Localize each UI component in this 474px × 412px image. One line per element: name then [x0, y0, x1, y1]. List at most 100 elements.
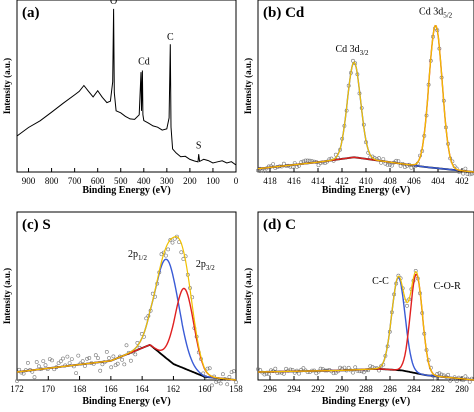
raw-data-point	[65, 354, 70, 359]
fit-peak-1	[16, 258, 237, 381]
x-tick-label: 284	[407, 384, 421, 394]
x-tick-label: 288	[359, 384, 373, 394]
raw-data-point	[284, 366, 289, 371]
raw-data-point	[305, 158, 310, 163]
raw-data-point	[133, 352, 138, 357]
raw-data-point	[405, 303, 409, 308]
raw-data-point	[234, 380, 238, 385]
raw-data-point	[338, 365, 343, 370]
raw-data-point	[318, 366, 323, 371]
raw-data-point	[76, 353, 81, 358]
raw-data-point	[205, 366, 210, 371]
raw-data-point	[104, 349, 109, 354]
panel-b: 418 416 414 412 410 408 406 404 402 Binding Energ…	[243, 0, 474, 196]
raw-data-point	[303, 158, 308, 163]
x-axis-label: Binding Energy (eV)	[322, 396, 410, 407]
raw-data-point	[98, 368, 103, 373]
plot-frame	[16, 211, 237, 381]
panel-title: (b) Cd	[263, 5, 305, 21]
raw-data-point	[446, 372, 451, 377]
raw-data-point	[273, 366, 278, 371]
raw-data-point	[32, 375, 37, 380]
raw-data-point	[262, 169, 267, 173]
x-tick-label: 800	[45, 176, 59, 186]
raw-data-point	[437, 371, 442, 376]
x-tick-label: 166	[104, 384, 118, 394]
panel-c: 172 170 168 166 164 162 160 158 Binding Energy (…	[2, 211, 243, 407]
raw-data-point	[316, 163, 321, 168]
raw-data-point	[170, 240, 175, 245]
x-tick-label: 700	[68, 176, 82, 186]
raw-data-point	[93, 353, 98, 358]
x-tick-label: 100	[206, 176, 220, 186]
raw-data-point	[331, 371, 336, 376]
raw-data-point	[56, 361, 61, 366]
peak-label-c-o-r: C-O-R	[434, 281, 462, 292]
x-tick-label: 160	[198, 384, 212, 394]
raw-data-point	[37, 364, 41, 369]
raw-data-point	[168, 238, 173, 242]
x-tick-label: 170	[42, 384, 56, 394]
x-tick-label: 418	[263, 176, 277, 186]
x-tick-label: 162	[167, 384, 181, 394]
peak-label-2p32: 2p3/2	[196, 259, 215, 272]
envelope-curve	[16, 235, 237, 381]
raw-data-point	[435, 371, 440, 376]
peak-label-cd: Cd	[138, 57, 150, 68]
y-axis-label: Intensity (a.u.)	[243, 268, 253, 324]
peak-label-c-c: C-C	[372, 276, 389, 287]
raw-data-point	[361, 370, 366, 375]
raw-data-point	[163, 253, 168, 258]
raw-data-point	[256, 367, 260, 372]
plot-frame	[257, 0, 474, 173]
x-tick-label: 414	[311, 176, 325, 186]
raw-data-point	[409, 165, 414, 170]
raw-data-point	[218, 381, 223, 386]
raw-data-point	[231, 369, 236, 374]
x-tick-label: 282	[431, 384, 445, 394]
peak-label-cd3d52: Cd 3d5/2	[419, 6, 453, 19]
panel-title: (c) S	[22, 217, 51, 233]
y-axis-label: Intensity (a.u.)	[243, 58, 253, 114]
raw-data-point	[301, 366, 306, 371]
raw-data-point	[396, 159, 401, 164]
x-axis-label: Binding Energy (eV)	[82, 396, 170, 407]
panel-title: (d) C	[263, 217, 296, 233]
raw-data-point	[207, 366, 212, 371]
fit-peak-2	[16, 287, 237, 381]
raw-data-point	[387, 162, 392, 167]
raw-data-point	[50, 358, 54, 363]
raw-data-point	[229, 370, 234, 375]
x-tick-label: 200	[183, 176, 197, 186]
raw-data-point	[128, 358, 133, 363]
raw-data-point	[463, 166, 468, 171]
x-tick-label: 416	[287, 176, 301, 186]
panel-d: 296 294 292 290 288 286 284 282 280 Binding Energ…	[243, 211, 474, 407]
raw-data-point	[179, 250, 184, 255]
raw-data-point	[74, 371, 79, 376]
raw-data-point	[122, 362, 127, 367]
y-axis-label: Intensity (a.u.)	[2, 268, 12, 324]
x-tick-label: 408	[383, 176, 397, 186]
raw-data-point	[25, 360, 30, 365]
fit-peak-2	[257, 24, 474, 173]
x-axis-label: Binding Energy (eV)	[322, 185, 410, 196]
raw-data-point	[314, 371, 319, 376]
raw-data-point	[467, 379, 472, 384]
raw-data-point	[214, 380, 219, 384]
raw-data-point	[385, 162, 390, 167]
raw-data-point	[220, 372, 225, 377]
panel-a: 900 800 700 600 500 400 300 200 100 0 Binding Ener…	[2, 0, 239, 196]
raw-data-point	[227, 374, 232, 379]
x-tick-label: 406	[407, 176, 421, 186]
raw-data-point	[389, 163, 394, 168]
x-tick-label: 412	[335, 176, 349, 186]
raw-data-point	[41, 359, 46, 364]
x-tick-label: 900	[22, 176, 36, 186]
raw-data-point	[342, 365, 347, 370]
x-tick-label: 280	[455, 384, 469, 394]
x-tick-label: 292	[311, 384, 325, 394]
raw-data-point	[120, 357, 125, 362]
x-tick-label: 294	[287, 384, 301, 394]
